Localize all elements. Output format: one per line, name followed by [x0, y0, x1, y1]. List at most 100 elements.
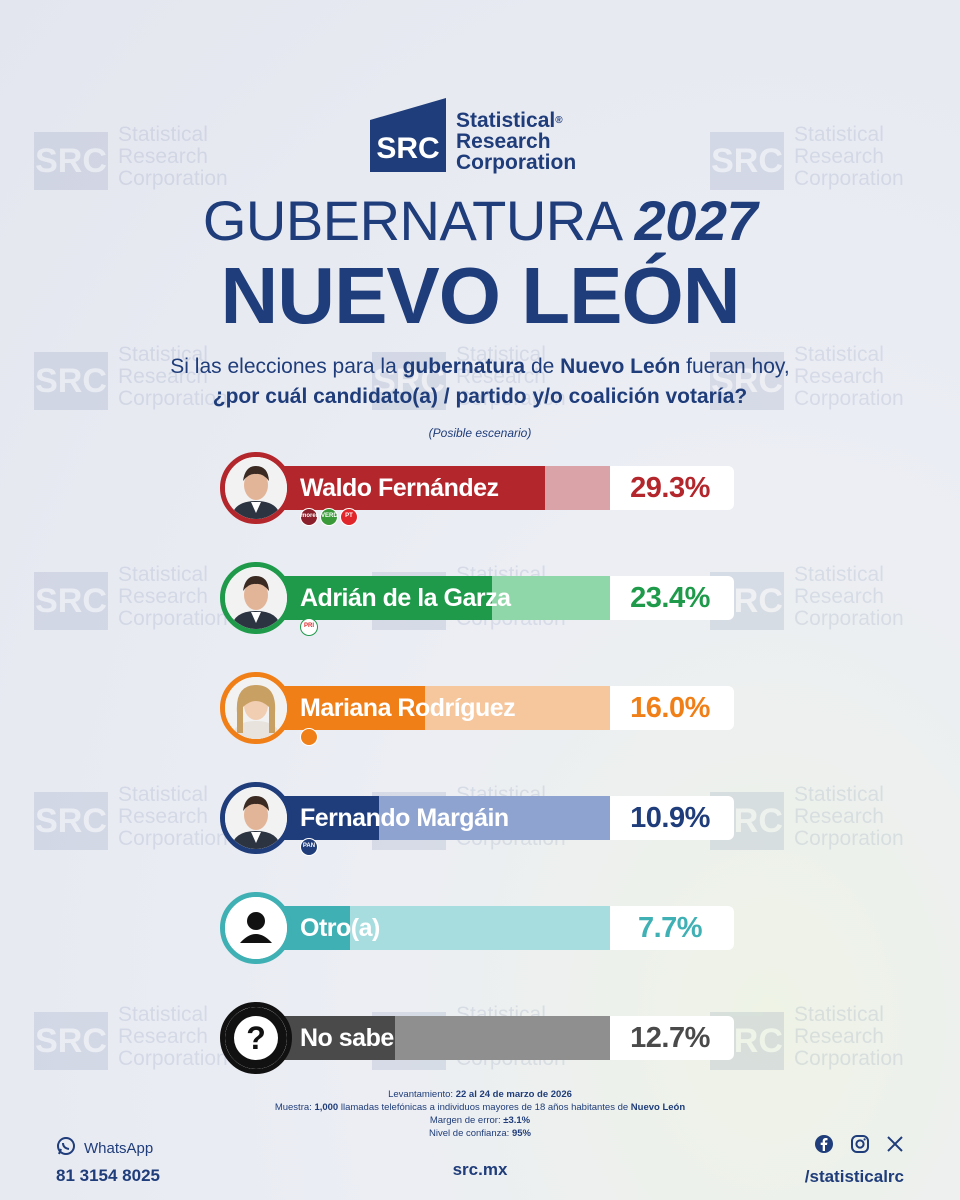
data-label: 7.7% — [637, 912, 703, 944]
brand-logo: SRC Statistical® Research Corporation — [370, 98, 590, 178]
value-box — [610, 686, 734, 730]
question-text-b: gubernatura — [402, 355, 526, 378]
value-box — [610, 576, 734, 620]
watermark-mark: SRC — [34, 572, 108, 630]
watermark-text: Statistical Research Corporation — [118, 1003, 228, 1070]
candidate-name: Adrián de la Garza — [300, 584, 511, 612]
candidate-name: Waldo Fernández — [300, 474, 499, 502]
title-prefix: GUBERNATURA — [202, 189, 620, 252]
bar-track — [260, 576, 590, 620]
watermark-text: Statistical Research Corporation — [118, 123, 228, 190]
data-label: 16.0% — [630, 692, 710, 724]
question-text-d: Nuevo León — [560, 355, 681, 378]
candidate-photo — [220, 452, 292, 524]
mc-icon — [300, 728, 318, 746]
x-icon[interactable] — [886, 1135, 904, 1158]
watermark-text: Statistical Research Corporation — [794, 783, 904, 850]
fieldwork-value: 22 al 24 de marzo de 2026 — [455, 1089, 572, 1100]
candidate-row: Otro(a) 7.7% — [220, 892, 740, 964]
candidate-row: No sabe 12.7%? — [220, 1002, 740, 1074]
verde-icon: VERDE — [320, 508, 338, 526]
watermark-text: Statistical Research Corporation — [118, 783, 228, 850]
whatsapp-icon — [56, 1136, 76, 1160]
morena-icon: morena — [300, 508, 318, 526]
logo-mark-text: SRC — [376, 132, 439, 165]
candidate-photo — [220, 562, 292, 634]
instagram-icon[interactable] — [850, 1134, 870, 1159]
scenario-note: (Posible escenario) — [428, 426, 532, 440]
social-handle[interactable]: /statisticalrc — [804, 1167, 904, 1186]
margin-label: Margen de error: — [429, 1115, 504, 1126]
brand-name-line-1: Statistical — [456, 109, 556, 132]
page-title: GUBERNATURA 2027 — [0, 188, 960, 253]
brand-name: Statistical® Research Corporation — [456, 110, 576, 173]
data-label: 23.4% — [630, 582, 710, 614]
candidate-name: Fernando Margáin — [300, 804, 509, 832]
watermark-text: Statistical Research Corporation — [794, 1003, 904, 1070]
watermark-mark: SRC — [34, 1012, 108, 1070]
website-link[interactable]: src.mx — [452, 1160, 508, 1179]
question-text-c: de — [525, 355, 561, 378]
watermark-mark: SRC — [34, 792, 108, 850]
brand-name-line-2: Research — [456, 130, 551, 153]
candidate-name: Mariana Rodríguez — [300, 694, 516, 722]
value-box-notch — [590, 906, 610, 950]
candidate-row: Fernando Margáin 10.9% PAN — [220, 782, 740, 856]
candidate-row: Waldo Fernández 29.3% morenaVERDEPT — [220, 452, 740, 526]
svg-text:?: ? — [246, 1020, 266, 1056]
candidate-row: Adrián de la Garza 23.4% PRI — [220, 562, 740, 636]
watermark-text: Statistical Research Corporation — [118, 563, 228, 630]
sample-size: 1,000 — [314, 1102, 339, 1113]
value-box-notch — [590, 796, 610, 840]
watermark-text: Statistical Research Corporation — [794, 123, 904, 190]
sample-region: Nuevo León — [630, 1102, 686, 1113]
watermark-mark: SRC — [710, 132, 784, 190]
bar-value — [260, 576, 492, 620]
watermark-mark: SRC — [34, 132, 108, 190]
question-line-2: ¿por cuál candidato(a) / partido y/o coa… — [212, 385, 748, 408]
candidate-photo — [220, 672, 292, 744]
survey-question: Si las elecciones para la gubernatura de… — [0, 352, 960, 412]
pan-icon: PAN — [300, 838, 318, 856]
pt-icon: PT — [340, 508, 358, 526]
value-box — [610, 796, 734, 840]
margin-value: ±3.1% — [503, 1115, 531, 1126]
value-box — [610, 1016, 734, 1060]
sample-description: llamadas telefónicas a individuos mayore… — [338, 1102, 631, 1113]
social-links: /statisticalrc — [805, 1134, 904, 1187]
party-logos: PAN — [300, 838, 318, 856]
candidate-name: Otro(a) — [300, 914, 380, 942]
sample-label: Muestra: — [274, 1102, 315, 1113]
whatsapp-contact[interactable]: WhatsApp 81 3154 8025 — [56, 1136, 160, 1186]
value-box-notch — [590, 686, 610, 730]
brand-name-line-3: Corporation — [456, 151, 577, 174]
phone-number[interactable]: 81 3154 8025 — [56, 1166, 160, 1185]
candidate-name: No sabe — [300, 1024, 394, 1052]
question-mark-icon: ? — [220, 1002, 292, 1074]
candidate-row: Mariana Rodríguez 16.0% — [220, 672, 740, 746]
party-logos: PRI — [300, 618, 318, 636]
bar-track — [260, 796, 590, 840]
src-logo-mark-icon: SRC — [370, 98, 446, 172]
question-text-e: fueran hoy, — [680, 355, 790, 378]
value-box-notch — [590, 466, 610, 510]
confidence-label: Nivel de confianza: — [429, 1128, 512, 1139]
methodology: Levantamiento: 22 al 24 de marzo de 2026… — [0, 1088, 960, 1140]
bar-track — [260, 906, 590, 950]
registered-mark: ® — [555, 115, 563, 126]
party-logos: morenaVERDEPT — [300, 508, 358, 526]
title-year: 2027 — [634, 189, 758, 252]
fieldwork-label: Levantamiento: — [388, 1089, 456, 1100]
value-box-notch — [590, 1016, 610, 1060]
whatsapp-label: WhatsApp — [84, 1139, 154, 1157]
value-box — [610, 906, 734, 950]
value-box-notch — [590, 576, 610, 620]
facebook-icon[interactable] — [814, 1134, 834, 1159]
data-label: 12.7% — [630, 1022, 710, 1054]
pri-icon: PRI — [300, 618, 318, 636]
question-text-a: Si las elecciones para la — [170, 355, 403, 378]
value-box — [610, 466, 734, 510]
candidate-photo — [220, 782, 292, 854]
data-label: 29.3% — [630, 472, 710, 504]
bar-track — [260, 466, 590, 510]
